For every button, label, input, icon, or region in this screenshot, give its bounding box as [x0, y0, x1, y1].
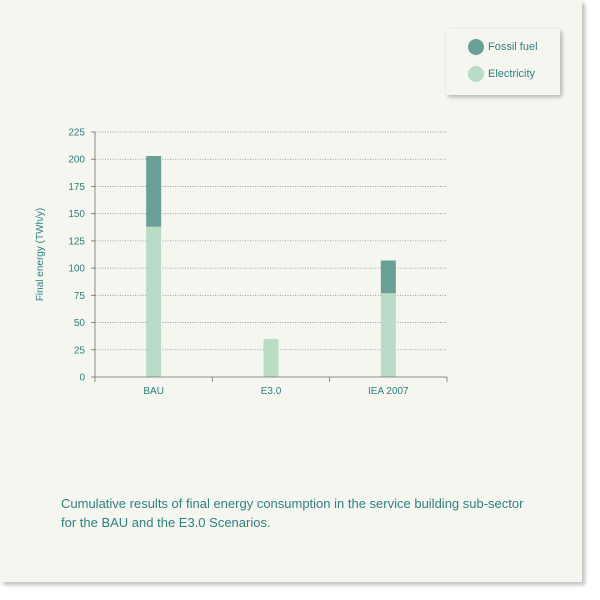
- y-tick-label: 150: [68, 209, 85, 220]
- y-tick-label: 0: [79, 373, 85, 384]
- x-tick-label: E3.0: [261, 386, 282, 397]
- chart-labels: 0 25 50 75 100 125 150 175 200 225 BAU E3.0 IEA 2007…: [35, 128, 409, 398]
- figure-caption: Cumulative results of final energy consu…: [61, 496, 524, 530]
- legend-item-fossil-fuel: Fossil fuel: [468, 39, 538, 55]
- x-tick-label: IEA 2007: [368, 386, 409, 397]
- electricity-swatch-icon: [468, 66, 484, 82]
- y-tick-label: 175: [68, 182, 85, 193]
- bar-chart: 0 25 50 75 100 125 150 175 200 225 BAU E3.0 IEA 2007…: [35, 128, 448, 398]
- y-tick-label: 25: [74, 345, 86, 356]
- x-tick-label: BAU: [143, 386, 164, 397]
- y-tick-label: 200: [68, 155, 85, 166]
- bar-fossil-fuel: [380, 260, 396, 294]
- y-tick-label: 100: [68, 264, 85, 275]
- y-tick-label: 125: [68, 236, 85, 247]
- chart-axes: [91, 131, 448, 382]
- y-tick-label: 50: [74, 318, 86, 329]
- bar-electricity: [146, 226, 162, 377]
- bar-electricity: [263, 338, 279, 377]
- y-tick-label: 225: [68, 128, 85, 139]
- chart-bars: [146, 155, 396, 377]
- fossil-fuel-swatch-icon: [468, 39, 484, 55]
- bar-electricity: [380, 293, 396, 377]
- legend-label: Electricity: [488, 68, 536, 80]
- y-tick-label: 75: [74, 291, 86, 302]
- y-axis-label: Final energy (TWh/y): [35, 208, 46, 301]
- legend-label: Fossil fuel: [488, 41, 538, 53]
- page-panel: 0 25 50 75 100 125 150 175 200 225 BAU E3.0 IEA 2007…: [0, 0, 582, 582]
- legend-box: Fossil fuel Electricity: [446, 29, 560, 95]
- bar-fossil-fuel: [146, 155, 162, 227]
- legend-item-electricity: Electricity: [468, 66, 535, 82]
